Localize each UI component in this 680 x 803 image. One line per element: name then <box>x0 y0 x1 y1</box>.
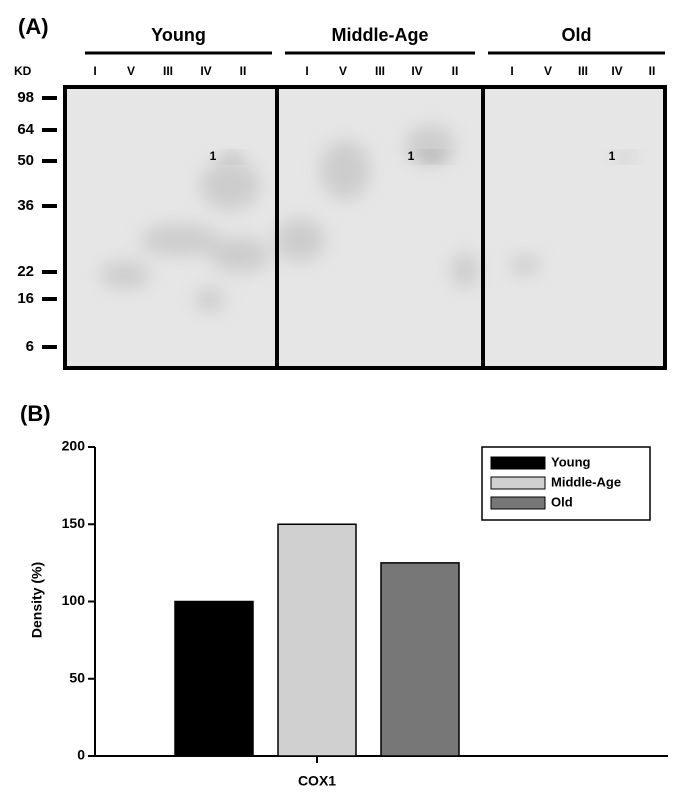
legend-label: Middle-Age <box>551 474 621 489</box>
x-tick-label: COX1 <box>298 773 336 789</box>
spot-label: 1 <box>408 149 415 163</box>
marker-label: 22 <box>17 263 34 280</box>
marker-label: 50 <box>17 152 34 169</box>
group-label: Old <box>562 25 592 45</box>
marker-label: 6 <box>26 338 34 355</box>
lane-label: I <box>93 64 96 78</box>
lane-label: I <box>305 64 308 78</box>
lane-label: II <box>649 64 656 78</box>
lane-label: III <box>578 64 588 78</box>
legend-label: Young <box>551 454 591 469</box>
lane-label: V <box>127 64 135 78</box>
gel-background <box>65 87 665 368</box>
lane-label: V <box>544 64 552 78</box>
bar <box>380 562 460 757</box>
kd-label: KD <box>14 64 32 78</box>
group-label: Middle-Age <box>332 25 429 45</box>
lane-label: II <box>452 64 459 78</box>
panel-label: (B) <box>20 401 51 426</box>
legend-swatch <box>490 476 546 490</box>
y-tick-label: 0 <box>77 747 85 763</box>
y-axis-label: Density (%) <box>29 562 45 638</box>
marker-label: 36 <box>17 197 34 214</box>
y-tick-label: 200 <box>62 438 86 454</box>
lane-label: IV <box>200 64 211 78</box>
lane-label: V <box>339 64 347 78</box>
marker-label: 64 <box>17 121 34 138</box>
lane-label: I <box>510 64 513 78</box>
spot-label: 1 <box>609 149 616 163</box>
legend-swatch <box>490 496 546 510</box>
lane-label: II <box>240 64 247 78</box>
lane-label: III <box>375 64 385 78</box>
gel-smudges <box>100 125 540 312</box>
gel-frame <box>63 85 667 370</box>
y-tick-label: 150 <box>62 515 86 531</box>
spots <box>224 153 631 161</box>
marker-label: 98 <box>17 89 34 106</box>
legend-swatch <box>490 456 546 470</box>
spot-label: 1 <box>210 149 217 163</box>
y-tick-label: 100 <box>62 592 86 608</box>
bar <box>174 600 254 757</box>
legend-label: Old <box>551 494 573 509</box>
bar <box>277 523 357 757</box>
panel-label: (A) <box>18 14 49 39</box>
marker-label: 16 <box>17 290 34 307</box>
lane-label: IV <box>611 64 622 78</box>
lane-label: IV <box>411 64 422 78</box>
y-tick-label: 50 <box>69 669 85 685</box>
lane-label: III <box>163 64 173 78</box>
group-label: Young <box>151 25 206 45</box>
